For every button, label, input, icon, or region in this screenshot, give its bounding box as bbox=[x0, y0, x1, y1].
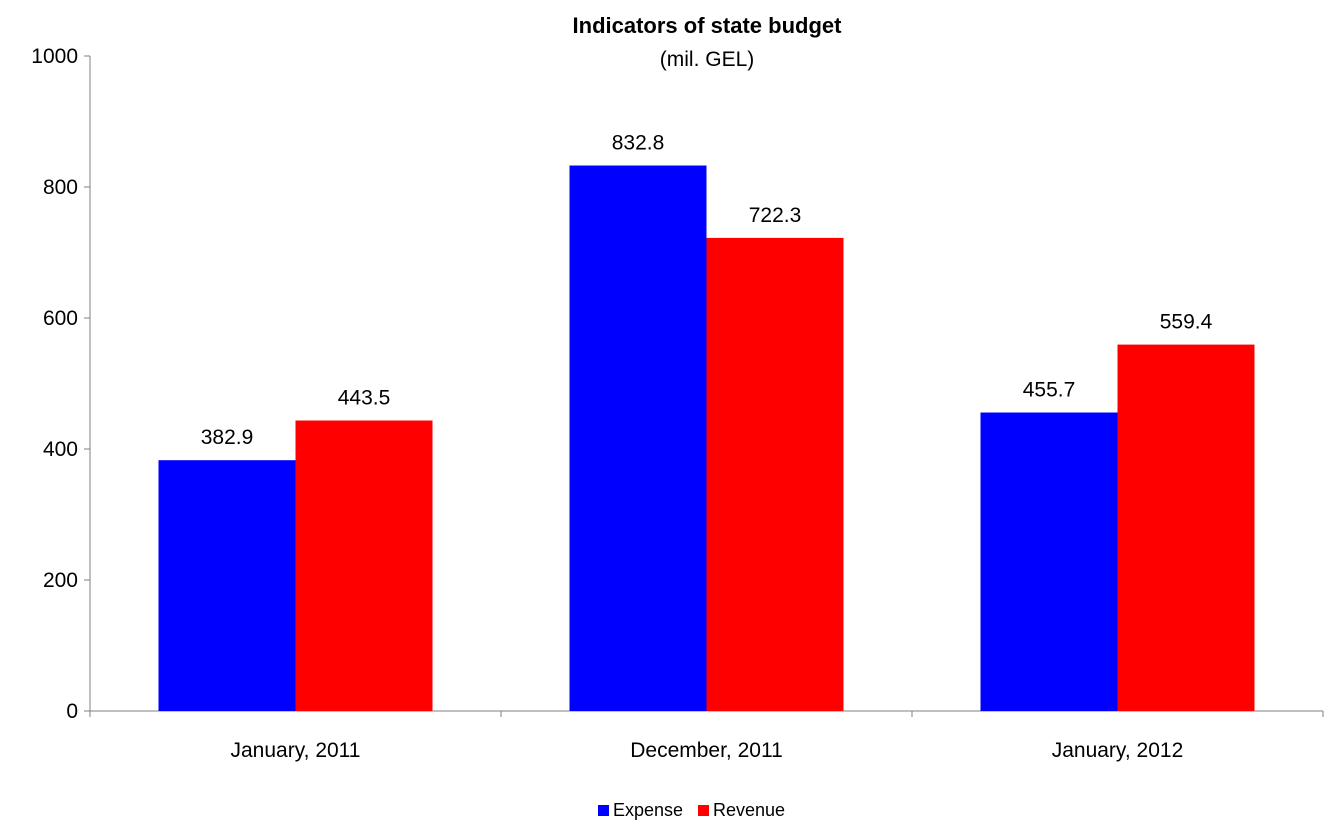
y-tick-label: 400 bbox=[43, 438, 78, 461]
y-tick-label: 0 bbox=[66, 700, 78, 723]
bar-expense bbox=[980, 412, 1118, 711]
data-label: 559.4 bbox=[1160, 311, 1213, 334]
chart-title: Indicators of state budget bbox=[573, 13, 843, 38]
data-label: 382.9 bbox=[201, 426, 254, 449]
y-tick-label: 600 bbox=[43, 307, 78, 330]
data-label: 722.3 bbox=[749, 204, 802, 227]
y-axis: 0 200 400 600 800 1000 bbox=[31, 45, 91, 723]
data-label: 443.5 bbox=[338, 387, 391, 410]
data-label: 455.7 bbox=[1023, 379, 1076, 402]
bar-revenue bbox=[1117, 344, 1255, 711]
legend: Expense Revenue bbox=[598, 800, 785, 820]
data-label: 832.8 bbox=[612, 132, 665, 155]
legend-swatch-revenue bbox=[698, 805, 709, 816]
bars bbox=[158, 165, 1255, 712]
x-axis: January, 2011 December, 2011 January, 2012 bbox=[89, 710, 1324, 762]
chart-subtitle: (mil. GEL) bbox=[660, 48, 755, 71]
bar-revenue bbox=[706, 237, 844, 711]
bar-expense bbox=[158, 460, 296, 711]
legend-label-expense: Expense bbox=[613, 800, 683, 820]
y-tick-label: 200 bbox=[43, 569, 78, 592]
legend-label-revenue: Revenue bbox=[713, 800, 785, 820]
x-category-label: January, 2011 bbox=[231, 739, 361, 762]
x-category-label: December, 2011 bbox=[630, 739, 783, 762]
x-category-label: January, 2012 bbox=[1052, 739, 1184, 762]
y-tick-label: 1000 bbox=[31, 45, 78, 68]
bar-expense bbox=[569, 165, 707, 712]
y-tick-label: 800 bbox=[43, 176, 78, 199]
legend-swatch-expense bbox=[598, 805, 609, 816]
data-labels: 382.9 832.8 455.7 443.5 722.3 559.4 bbox=[201, 132, 1213, 450]
bar-revenue bbox=[295, 420, 433, 711]
